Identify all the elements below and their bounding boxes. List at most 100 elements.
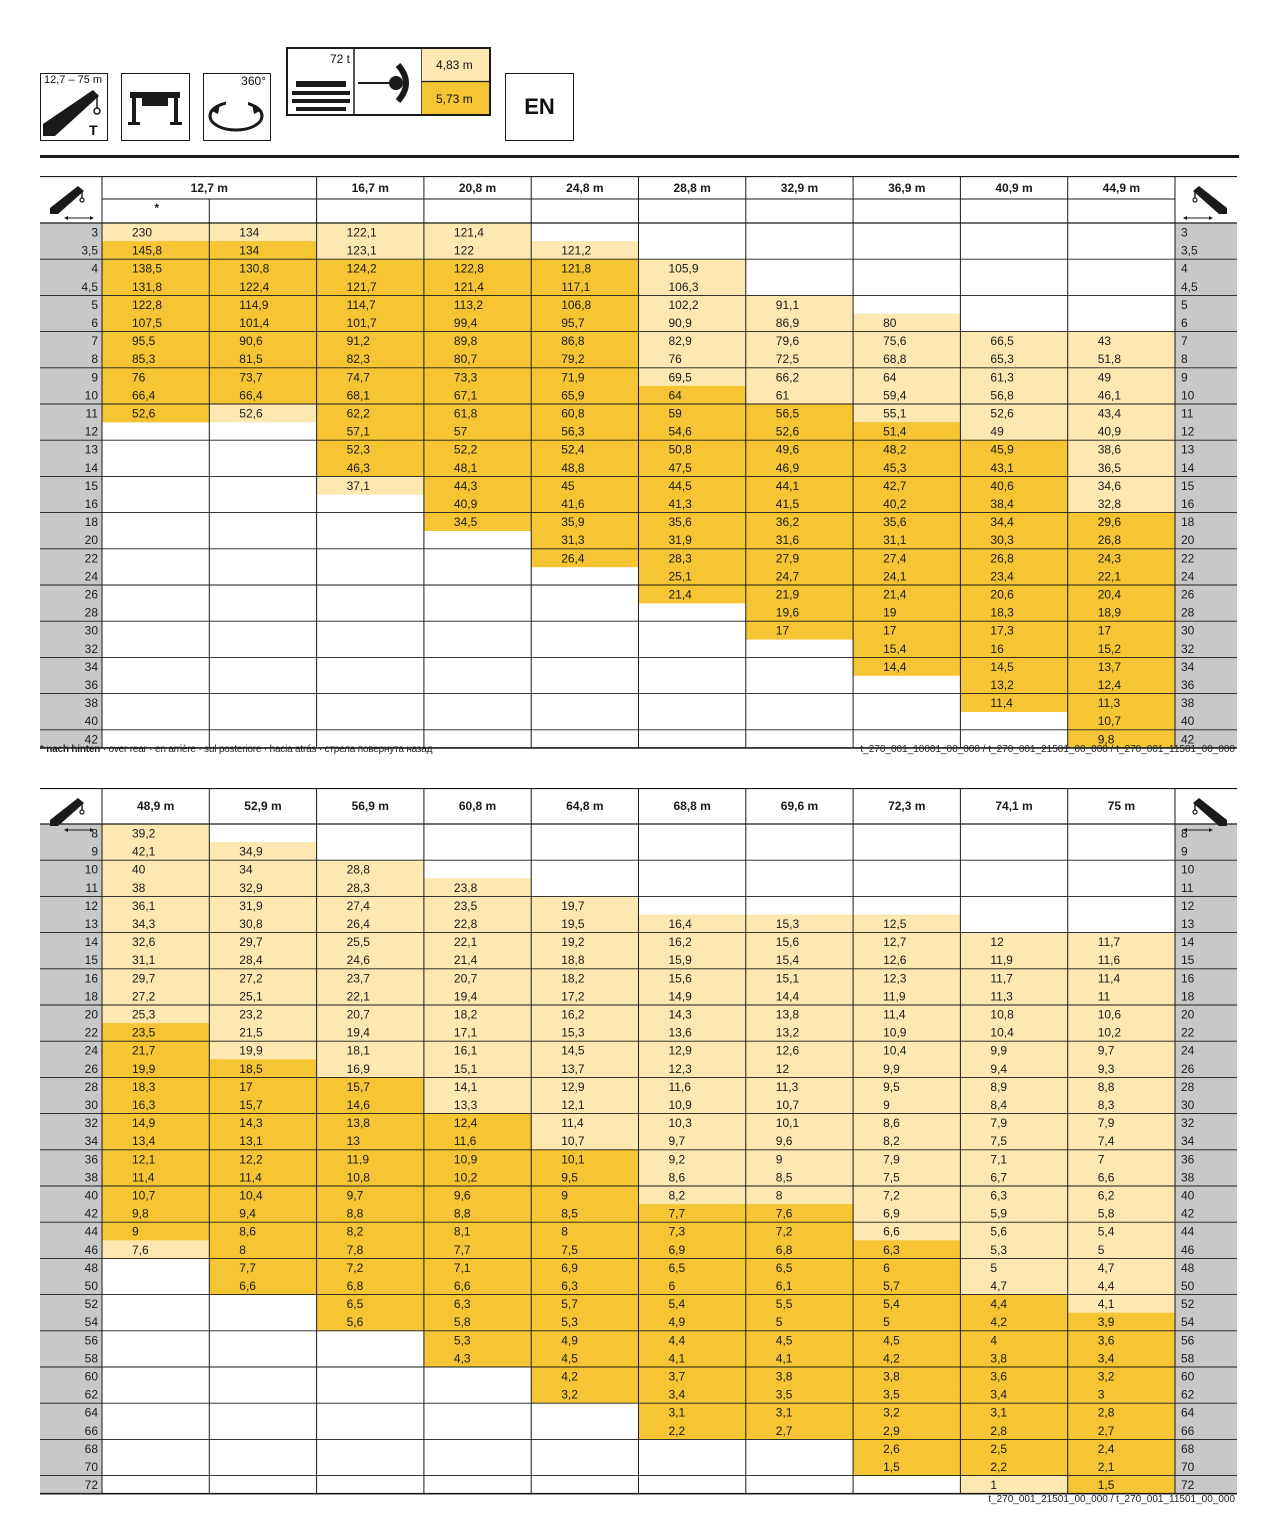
boom-length-header: 20,8 m	[459, 181, 496, 195]
load-cell-bg	[1067, 331, 1175, 350]
load-value: 10,4	[990, 1026, 1014, 1040]
load-value: 17,2	[561, 989, 585, 1003]
load-value: 8,4	[990, 1098, 1007, 1112]
load-value: 15,9	[669, 953, 693, 967]
load-value: 3,8	[776, 1370, 793, 1384]
load-cell-bg	[209, 349, 317, 369]
load-table-grid: 12,7 m 16,7 m 20,8 m 24,8 m 28,8 m 32,9 m 36,9…	[40, 176, 1237, 749]
radius-label: 16	[85, 497, 99, 511]
load-value: 11,9	[347, 1152, 370, 1166]
load-value: 13,1	[239, 1134, 263, 1148]
load-value: 24,1	[883, 569, 907, 583]
load-cell-bg	[209, 367, 317, 387]
load-cell-bg	[638, 385, 746, 405]
load-cell-bg	[1067, 585, 1175, 604]
load-value: 25,1	[669, 569, 693, 583]
over-rear-marker: *	[154, 201, 159, 215]
load-cell-bg	[531, 1131, 639, 1151]
load-value: 2,6	[883, 1442, 900, 1456]
load-value: 82,9	[669, 334, 693, 348]
load-value: 9	[561, 1189, 568, 1203]
load-value: 45,3	[883, 461, 907, 475]
load-value: 91,2	[347, 334, 371, 348]
load-cell-bg	[531, 932, 639, 951]
load-value: 52,6	[776, 425, 800, 439]
load-cell-bg	[745, 1294, 854, 1313]
load-cell-bg	[102, 295, 210, 314]
load-value: 31,9	[669, 533, 693, 547]
load-value: 51,8	[1098, 352, 1122, 366]
load-value: 130,8	[239, 262, 269, 276]
load-cell-bg	[638, 1312, 746, 1332]
load-cell-bg	[316, 1294, 424, 1313]
load-cell-bg	[316, 1186, 424, 1205]
load-value: 81,5	[239, 352, 263, 366]
load-cell-bg	[531, 313, 639, 332]
load-value: 4,7	[990, 1279, 1007, 1293]
radius-label: 52	[85, 1297, 99, 1311]
radius-label: 70	[85, 1460, 99, 1474]
load-cell-bg	[102, 914, 210, 933]
load-cell-bg	[102, 824, 210, 843]
load-cell-bg	[960, 1457, 1068, 1476]
load-value: 6,8	[347, 1279, 364, 1293]
load-cell-bg	[853, 367, 961, 387]
radius-label: 50	[85, 1279, 99, 1293]
load-cell-bg	[960, 494, 1068, 513]
load-cell-bg	[853, 950, 961, 970]
load-cell-bg	[423, 458, 532, 477]
load-value: 13,2	[776, 1026, 800, 1040]
load-value: 13,7	[561, 1062, 585, 1076]
radius-label: 15	[1181, 479, 1195, 493]
load-cell-bg	[1067, 1475, 1175, 1494]
load-value: 62,2	[347, 407, 371, 421]
load-value: 19,5	[561, 917, 585, 931]
load-cell-bg	[853, 1059, 961, 1078]
load-value: 19,7	[561, 899, 585, 913]
load-cell-bg	[1067, 494, 1175, 513]
load-value: 6,5	[347, 1297, 364, 1311]
load-value: 64	[669, 388, 683, 402]
radius-label: 36	[1181, 678, 1195, 692]
load-cell-bg	[960, 1403, 1068, 1422]
load-cell-bg	[316, 1077, 424, 1096]
load-value: 2,7	[776, 1424, 793, 1438]
load-cell-bg	[531, 530, 639, 550]
load-value: 12,6	[883, 953, 907, 967]
load-cell-bg	[316, 986, 424, 1006]
load-cell-bg	[745, 1059, 854, 1078]
load-value: 12,5	[883, 917, 907, 931]
load-cell-bg	[960, 1077, 1068, 1096]
load-cell-bg	[316, 1167, 424, 1187]
load-cell-bg	[531, 241, 639, 260]
load-cell-bg	[853, 1240, 961, 1259]
counterweight-label: 72 t	[330, 52, 351, 66]
load-cell-bg	[960, 548, 1068, 568]
load-cell-bg	[960, 331, 1068, 350]
load-cell-bg	[960, 1167, 1068, 1187]
load-value: 66,4	[239, 388, 263, 402]
radius-label: 12	[1181, 899, 1195, 913]
load-value: 40,9	[454, 497, 478, 511]
load-value: 9,8	[132, 1207, 149, 1221]
load-value: 7	[1098, 1152, 1105, 1166]
load-cell-bg	[102, 1077, 210, 1096]
radius-label: 7	[91, 334, 98, 348]
load-cell-bg	[960, 1330, 1068, 1350]
load-value: 11,4	[990, 696, 1013, 710]
radius-label: 68	[85, 1442, 99, 1456]
boom-length-header: 68,8 m	[673, 799, 710, 813]
radius-label: 3	[91, 226, 98, 240]
load-value: 9,3	[1098, 1062, 1115, 1076]
load-value: 25,1	[239, 989, 263, 1003]
load-cell-bg	[531, 440, 639, 459]
radius-label: 24	[85, 569, 99, 583]
load-value: 73,3	[454, 370, 478, 384]
load-cell-bg	[209, 1240, 317, 1259]
load-cell-bg	[853, 986, 961, 1006]
load-cell-bg	[316, 1149, 424, 1169]
load-value: 8,2	[347, 1225, 364, 1239]
load-cell-bg	[745, 1276, 854, 1295]
radius-label: 34	[85, 1134, 99, 1148]
load-cell-bg	[1067, 1059, 1175, 1078]
